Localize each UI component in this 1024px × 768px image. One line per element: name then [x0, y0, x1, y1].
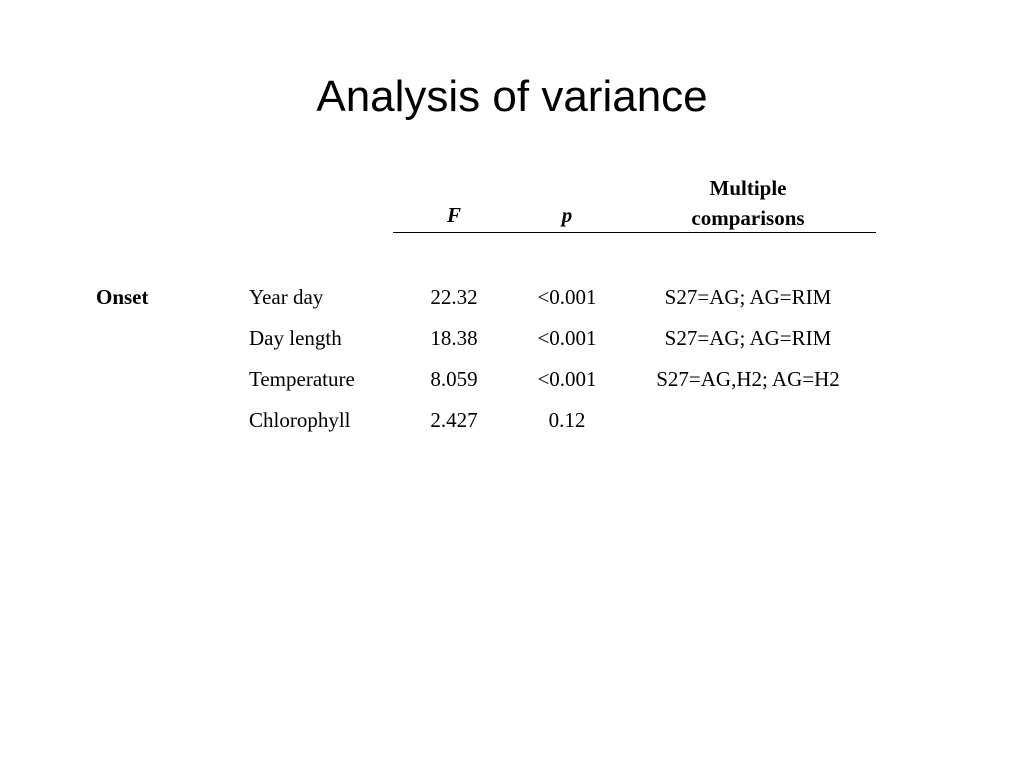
cell-variable: Day length — [249, 326, 342, 350]
cell-p: <0.001 — [537, 326, 597, 350]
cell-comparisons: S27=AG; AG=RIM — [664, 326, 832, 350]
header-rule — [393, 232, 876, 233]
header-p: p — [561, 203, 573, 227]
cell-f: 8.059 — [430, 367, 478, 391]
cell-comparisons: S27=AG; AG=RIM — [664, 285, 832, 309]
cell-comparisons: S27=AG,H2; AG=H2 — [656, 367, 840, 391]
cell-variable: Year day — [249, 285, 324, 309]
cell-variable: Temperature — [249, 367, 355, 391]
cell-f: 18.38 — [430, 326, 478, 350]
slide-title: Analysis of variance — [316, 72, 708, 121]
group-label: Onset — [96, 285, 149, 309]
cell-f: 22.32 — [430, 285, 478, 309]
cell-variable: Chlorophyll — [249, 408, 351, 432]
cell-f: 2.427 — [430, 408, 478, 432]
header-f: F — [446, 203, 462, 227]
cell-p: <0.001 — [537, 285, 597, 309]
cell-p: <0.001 — [537, 367, 597, 391]
cell-p: 0.12 — [548, 408, 586, 432]
header-comparisons: Multiple comparisons — [691, 176, 805, 230]
